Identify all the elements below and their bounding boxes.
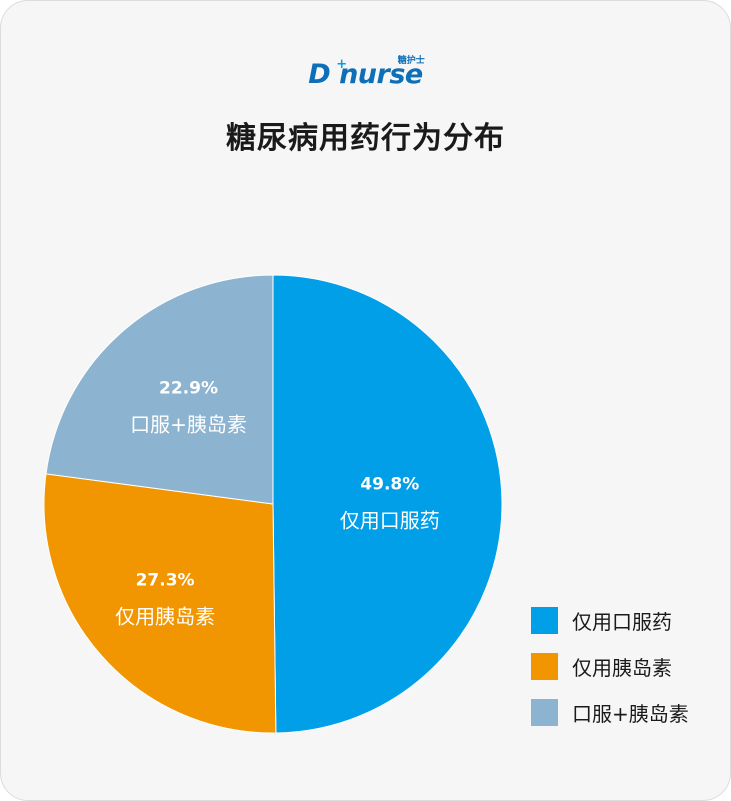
slice-percent-label: 22.9% bbox=[159, 379, 218, 399]
slice-percent-label: 49.8% bbox=[360, 474, 419, 494]
legend-item: 仅用胰岛素 bbox=[531, 652, 689, 680]
pie-slice bbox=[272, 274, 503, 734]
slice-name-label: 仅用口服药 bbox=[340, 508, 440, 532]
legend-label: 口服+胰岛素 bbox=[572, 701, 689, 726]
slice-percent-label: 27.3% bbox=[136, 571, 195, 591]
brand-logo: D nurse + 糖护士 bbox=[1, 56, 730, 90]
pie-slice bbox=[43, 473, 277, 734]
slice-name-label: 仅用胰岛素 bbox=[115, 605, 215, 629]
legend-swatch bbox=[531, 652, 558, 680]
legend-item: 口服+胰岛素 bbox=[531, 698, 689, 726]
legend-item: 仅用口服药 bbox=[531, 606, 689, 634]
logo-text: D nurse bbox=[308, 59, 423, 90]
pie-slice bbox=[45, 274, 274, 505]
legend-swatch bbox=[531, 698, 558, 726]
logo-cn-text: 糖护士 bbox=[397, 56, 425, 66]
legend-label: 仅用胰岛素 bbox=[572, 655, 672, 680]
legend: 仅用口服药 仅用胰岛素 口服+胰岛素 bbox=[531, 606, 689, 744]
legend-swatch bbox=[531, 606, 558, 634]
chart-title: 糖尿病用药行为分布 bbox=[226, 121, 505, 156]
slice-name-label: 口服+胰岛素 bbox=[130, 413, 247, 437]
legend-label: 仅用口服药 bbox=[572, 609, 672, 634]
logo-plus-icon: + bbox=[336, 57, 348, 72]
